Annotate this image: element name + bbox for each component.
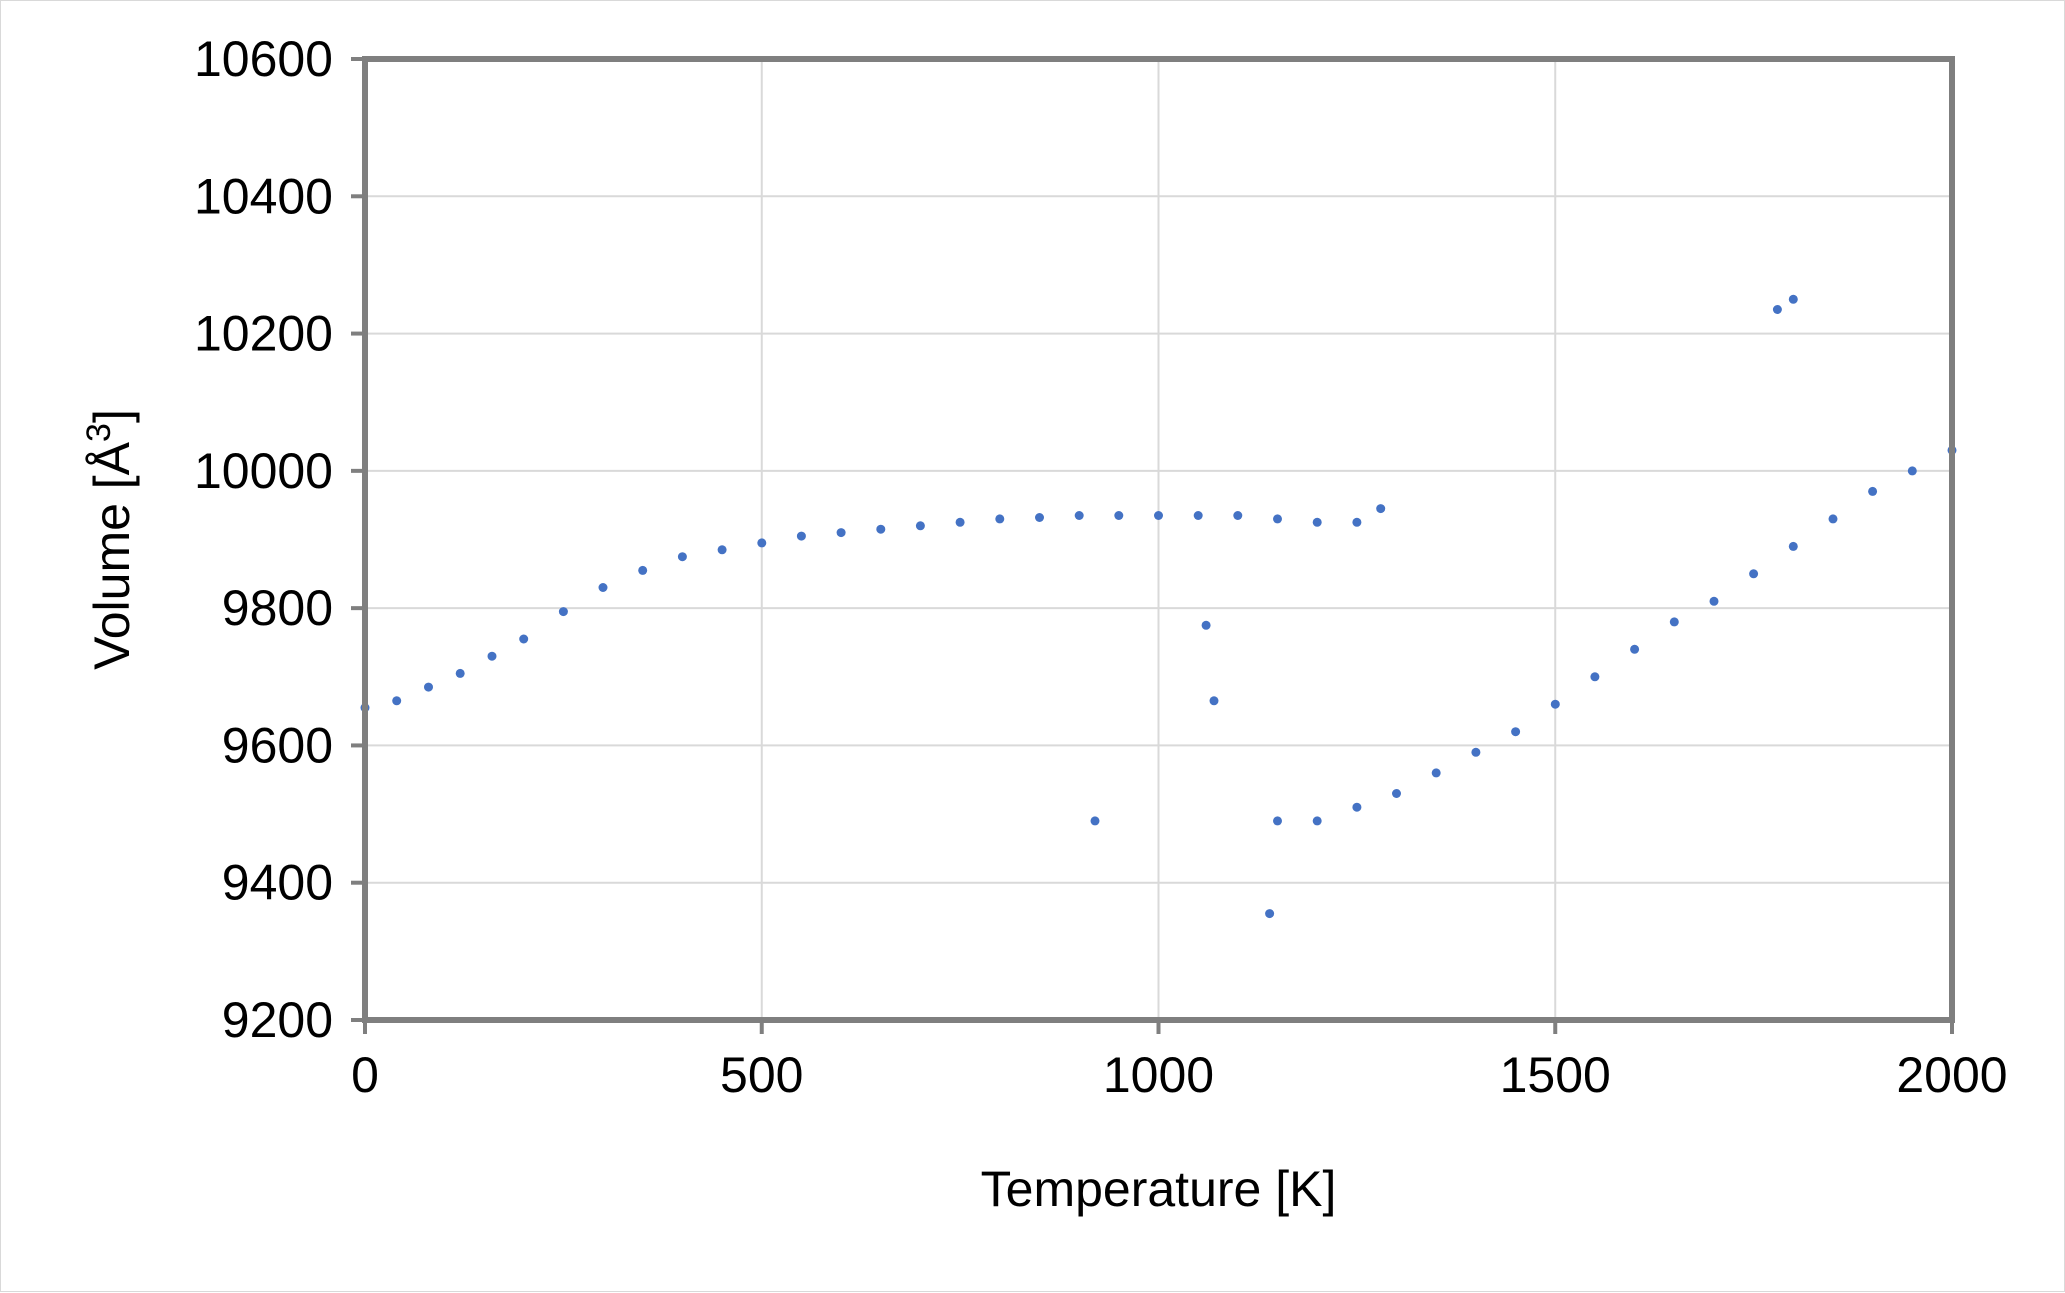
data-point <box>1749 569 1759 579</box>
data-point <box>1868 486 1878 496</box>
data-point <box>876 524 886 534</box>
y-axis-title-unit: Å <box>84 441 140 475</box>
data-point <box>1201 620 1211 630</box>
data-point <box>1772 305 1782 314</box>
data-point <box>1709 596 1719 606</box>
data-point <box>1788 294 1798 304</box>
data-point <box>836 528 846 538</box>
y-tick-label: 9600 <box>222 717 333 773</box>
data-point <box>487 651 497 661</box>
data-point <box>1431 768 1441 778</box>
y-axis-title: Volume [Å3] <box>80 409 140 670</box>
data-point <box>796 531 806 541</box>
y-axis-title-close: ] <box>84 409 140 423</box>
data-point <box>915 521 925 531</box>
data-point <box>1312 517 1322 527</box>
y-axis-ticks: 9200 9400 9600 9800 10000 10200 10400 10600 <box>194 31 365 1048</box>
data-point <box>1114 511 1124 520</box>
data-point <box>455 668 465 678</box>
y-axis-title-superscript: 3 <box>80 423 118 442</box>
data-point <box>1669 617 1679 627</box>
data-point <box>1265 909 1275 919</box>
data-point <box>1392 789 1401 798</box>
x-tick-label: 0 <box>351 1047 379 1103</box>
data-point <box>638 565 648 575</box>
data-point <box>1352 517 1362 527</box>
x-tick-label: 1000 <box>1103 1047 1214 1103</box>
data-point <box>1273 514 1282 524</box>
data-point <box>1550 699 1560 709</box>
data-points <box>360 294 1957 919</box>
data-point <box>424 682 433 692</box>
data-point <box>1312 816 1322 826</box>
data-point <box>1273 816 1282 826</box>
grid-lines <box>365 59 1952 1020</box>
data-point <box>955 517 965 527</box>
y-tick-label: 10200 <box>194 306 333 362</box>
data-point <box>1788 541 1798 551</box>
data-point <box>1590 672 1600 682</box>
data-point <box>1035 513 1044 522</box>
data-point <box>995 514 1005 524</box>
data-point <box>598 583 608 592</box>
data-point <box>1352 802 1362 812</box>
data-point <box>1828 514 1838 524</box>
data-point <box>1376 504 1386 514</box>
data-point <box>392 696 402 706</box>
data-point <box>1154 511 1163 520</box>
data-point <box>1630 644 1640 654</box>
x-tick-label: 500 <box>720 1047 803 1103</box>
data-point <box>519 634 529 644</box>
data-point <box>1907 466 1917 476</box>
x-axis-title: Temperature [K] <box>981 1161 1337 1217</box>
data-point <box>558 607 568 617</box>
data-point <box>1193 511 1203 520</box>
y-tick-label: 10000 <box>194 443 333 499</box>
data-point <box>1209 696 1219 706</box>
data-point <box>1074 511 1084 520</box>
y-tick-label: 9200 <box>222 992 333 1048</box>
data-point <box>1471 747 1481 757</box>
y-axis-title-base: Volume [ <box>84 475 140 670</box>
y-tick-label: 10400 <box>194 168 333 224</box>
x-axis-ticks: 0 500 1000 1500 2000 <box>351 1020 2008 1103</box>
data-point <box>757 538 767 548</box>
data-point <box>1090 816 1100 826</box>
y-tick-label: 9400 <box>222 855 333 911</box>
data-point <box>1511 727 1521 737</box>
y-tick-label: 9800 <box>222 580 333 636</box>
data-point <box>1233 511 1243 520</box>
x-tick-label: 1500 <box>1500 1047 1611 1103</box>
x-tick-label: 2000 <box>1896 1047 2007 1103</box>
data-point <box>677 552 687 562</box>
data-point <box>717 545 727 555</box>
y-tick-label: 10600 <box>194 31 333 87</box>
